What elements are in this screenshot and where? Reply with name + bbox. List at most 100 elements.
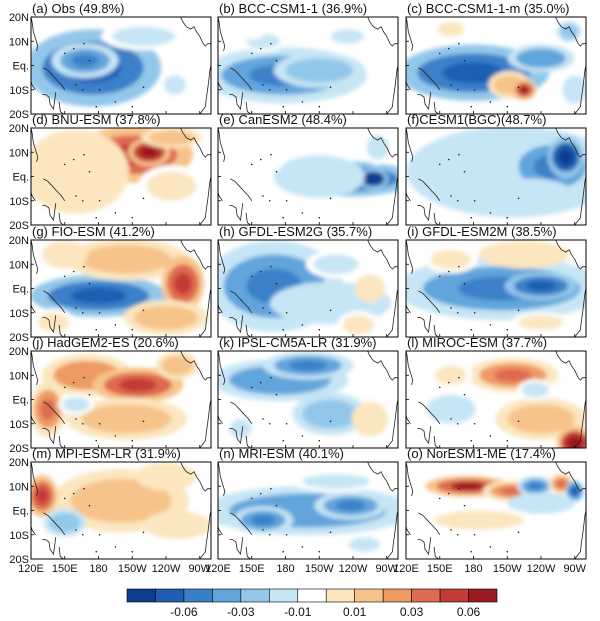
coastline bbox=[218, 157, 219, 159]
coastline bbox=[218, 269, 219, 271]
island-marker bbox=[259, 492, 262, 495]
coastline bbox=[367, 17, 398, 47]
panel: (b) BCC-CSM1-1 (36.9%) bbox=[217, 1, 399, 115]
anomaly-contour bbox=[285, 161, 353, 192]
colorbar-swatch bbox=[411, 588, 441, 603]
coastline bbox=[367, 462, 398, 492]
island-marker bbox=[329, 309, 332, 312]
island-marker bbox=[458, 153, 460, 156]
island-marker bbox=[259, 270, 262, 273]
island-marker bbox=[473, 199, 476, 202]
island-marker bbox=[114, 435, 117, 437]
coastline bbox=[230, 401, 253, 425]
y-tick-label: 10S bbox=[9, 419, 29, 431]
island-marker bbox=[301, 546, 304, 548]
anomaly-contour-core bbox=[71, 53, 99, 68]
coastline bbox=[218, 380, 219, 382]
island-marker bbox=[75, 307, 77, 309]
anomaly-contour-core bbox=[367, 174, 380, 183]
colorbar-swatch bbox=[382, 588, 412, 603]
anomaly-contour bbox=[62, 397, 90, 412]
island-marker bbox=[301, 435, 304, 437]
y-tick-label: 20N bbox=[9, 123, 29, 135]
island-marker bbox=[456, 88, 459, 91]
island-marker bbox=[506, 105, 509, 108]
anomaly-contour bbox=[229, 418, 252, 439]
colorbar-swatch bbox=[325, 588, 355, 603]
island-marker bbox=[142, 309, 145, 312]
island-marker bbox=[270, 153, 272, 156]
anomaly-field bbox=[31, 240, 209, 337]
island-marker bbox=[250, 275, 253, 278]
colorbar-swatch bbox=[212, 588, 242, 603]
coastline bbox=[31, 351, 39, 385]
island-marker bbox=[463, 59, 466, 62]
coastline bbox=[574, 288, 586, 337]
anomaly-contour bbox=[152, 515, 202, 535]
island-marker bbox=[463, 393, 466, 396]
island-marker bbox=[63, 497, 66, 500]
island-marker bbox=[438, 497, 441, 500]
coastlines bbox=[31, 462, 211, 559]
coastline bbox=[218, 302, 223, 314]
island-marker bbox=[456, 422, 459, 425]
anomaly-contour bbox=[507, 404, 575, 434]
island-marker bbox=[270, 376, 272, 379]
coastline bbox=[406, 79, 411, 91]
island-marker bbox=[285, 422, 288, 425]
y-tick-label: 10N bbox=[9, 147, 29, 159]
island-marker bbox=[75, 418, 77, 420]
island-marker bbox=[114, 546, 117, 548]
coastline bbox=[218, 524, 223, 536]
panel-title: (o) NorESM1-ME (17.4%) bbox=[407, 446, 556, 461]
island-marker bbox=[275, 170, 278, 173]
coastline bbox=[406, 413, 411, 425]
island-marker bbox=[470, 439, 473, 442]
panel-title: (m) MPI-ESM-LR (31.9%) bbox=[32, 446, 181, 461]
coastline bbox=[31, 17, 39, 51]
island-marker bbox=[98, 199, 101, 202]
island-marker bbox=[470, 328, 473, 331]
island-marker bbox=[268, 422, 271, 425]
island-marker bbox=[72, 492, 75, 495]
coastline bbox=[43, 178, 66, 202]
x-tick-label: 150W bbox=[493, 563, 522, 575]
coastline bbox=[58, 435, 64, 448]
panel-title: (a) Obs (49.8%) bbox=[32, 1, 124, 16]
coastlines bbox=[218, 351, 398, 448]
coastline bbox=[218, 413, 223, 425]
island-marker bbox=[285, 533, 288, 536]
coastline bbox=[218, 351, 226, 385]
coastline bbox=[386, 65, 398, 114]
coastline bbox=[574, 399, 586, 448]
coastline bbox=[180, 128, 211, 158]
island-marker bbox=[95, 216, 98, 219]
y-tick-label: 20N bbox=[9, 235, 29, 247]
coastline bbox=[406, 269, 407, 271]
anomaly-contour bbox=[302, 474, 370, 489]
coastline bbox=[180, 240, 211, 270]
coastline bbox=[218, 128, 226, 162]
anomaly-field bbox=[31, 128, 206, 214]
colorbar-tick-label: 0.03 bbox=[400, 605, 424, 619]
island-marker bbox=[259, 158, 262, 161]
coastline bbox=[433, 324, 439, 337]
island-marker bbox=[270, 265, 272, 268]
island-marker bbox=[329, 197, 332, 200]
coastline bbox=[406, 380, 407, 382]
coastline bbox=[418, 401, 441, 425]
island-marker bbox=[450, 529, 452, 531]
coastline bbox=[574, 65, 586, 114]
island-marker bbox=[506, 550, 509, 553]
anomaly-field bbox=[31, 22, 191, 107]
coastlines bbox=[218, 462, 398, 559]
panel: (m) MPI-ESM-LR (31.9%)20N 10N Eq. 10S 20S bbox=[9, 446, 212, 566]
island-marker bbox=[262, 307, 264, 309]
island-marker bbox=[506, 439, 509, 442]
anomaly-contour-core bbox=[571, 487, 579, 496]
coastline bbox=[406, 46, 407, 48]
anomaly-contour bbox=[134, 305, 198, 330]
coastline bbox=[31, 413, 36, 425]
island-marker bbox=[329, 86, 332, 89]
y-tick-label: 20S bbox=[9, 443, 29, 455]
